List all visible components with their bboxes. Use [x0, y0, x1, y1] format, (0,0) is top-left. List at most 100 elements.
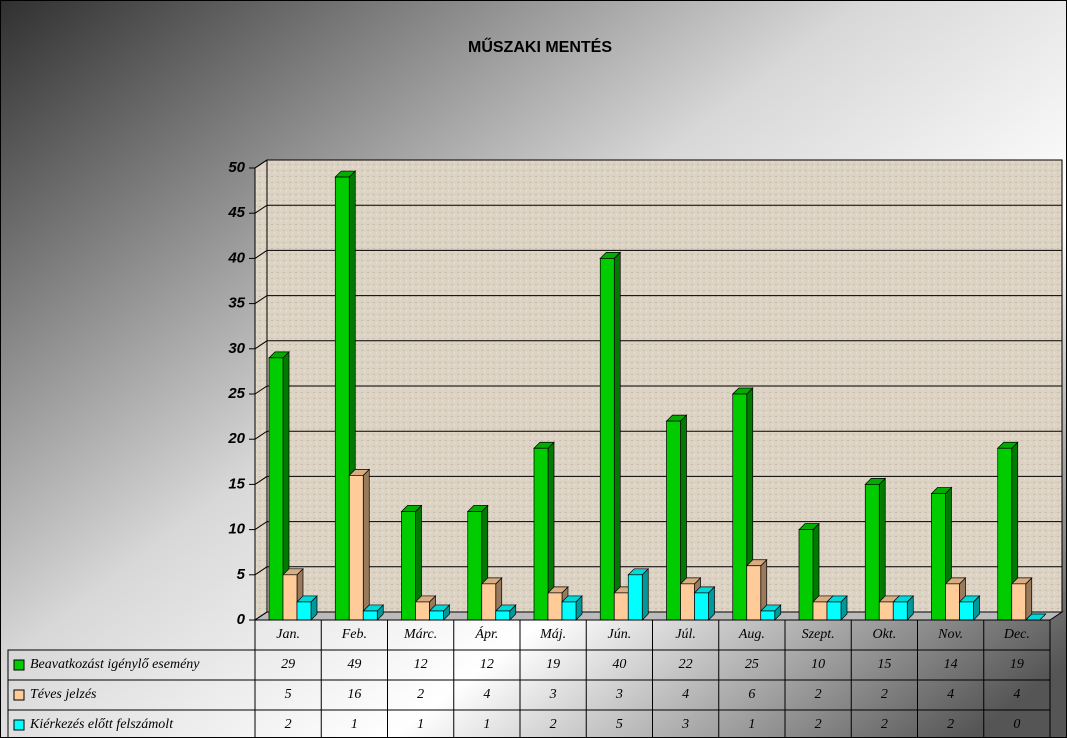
bar-face	[680, 583, 695, 621]
legend-label: Kiérkezés előtt felszámolt	[29, 717, 174, 732]
bar-face	[798, 529, 814, 621]
grid-line	[254, 295, 1062, 305]
bar-face	[362, 468, 370, 621]
bar-face	[282, 574, 298, 621]
bar-face	[296, 601, 312, 621]
y-tick-label: 25	[227, 385, 245, 402]
bar-face	[348, 475, 364, 621]
bar	[864, 477, 887, 621]
table-value: 2	[947, 717, 954, 732]
bar	[296, 595, 318, 621]
x-tick-label: Nov.	[937, 627, 963, 642]
table-value: 5	[616, 717, 623, 732]
grid-line	[254, 249, 1062, 259]
legend-label: Beavatkozást igénylő esemény	[30, 657, 200, 672]
bar-face	[760, 610, 776, 621]
table-value: 19	[546, 657, 560, 672]
bar	[693, 586, 716, 621]
grid-line	[254, 204, 1062, 214]
bar-face	[732, 393, 748, 621]
table-value: 29	[281, 657, 295, 672]
bar	[599, 251, 622, 621]
y-tick-label: 50	[228, 159, 245, 176]
bar-face	[362, 610, 378, 621]
bar-face	[467, 511, 483, 621]
bar-face	[641, 567, 649, 621]
legend-swatch	[13, 719, 25, 731]
x-tick-label: Okt.	[873, 627, 897, 642]
bar-face	[1011, 583, 1027, 621]
x-tick-label: Feb.	[341, 627, 367, 642]
table-value: 4	[1013, 687, 1020, 702]
bar-face	[878, 601, 894, 621]
bar	[428, 604, 451, 621]
table-value: 2	[815, 687, 822, 702]
table-value: 15	[877, 657, 891, 672]
bar-face	[613, 251, 621, 621]
bar-face	[268, 357, 284, 621]
x-tick-label: Aug.	[738, 627, 765, 642]
chart-title: MŰSZAKI MENTÉS	[468, 37, 612, 56]
x-tick-label: Júl.	[675, 627, 696, 642]
legend-swatch	[13, 689, 25, 701]
bar	[665, 414, 688, 621]
table-value: 4	[947, 687, 954, 702]
bar	[731, 387, 754, 621]
bar-face	[945, 583, 960, 621]
table-value: 2	[417, 687, 424, 702]
grid-line	[254, 611, 1062, 621]
table-value: 3	[681, 717, 689, 732]
bar-face	[864, 484, 880, 621]
bar	[268, 350, 290, 621]
table-value: 12	[480, 657, 494, 672]
table-value: 4	[483, 687, 490, 702]
table-value: 6	[748, 687, 755, 702]
bar	[362, 604, 385, 621]
table-value: 14	[944, 657, 958, 672]
table-value: 40	[612, 657, 626, 672]
table-value: 25	[745, 657, 759, 672]
grid-line	[254, 159, 1062, 169]
grid-line	[254, 430, 1062, 440]
y-tick-label: 0	[237, 611, 246, 628]
grid-line	[254, 475, 1062, 485]
bar-face	[997, 447, 1013, 621]
grid-line	[254, 521, 1062, 531]
bar	[1010, 576, 1033, 621]
table-value: 1	[748, 717, 755, 732]
x-tick-label: Jan.	[276, 627, 300, 642]
bar-face	[495, 610, 511, 621]
bar-face	[746, 565, 762, 621]
bar-face	[666, 420, 681, 621]
bar	[958, 595, 981, 621]
bar-face	[599, 258, 615, 621]
bar	[892, 595, 915, 621]
legend-label: Téves jelzés	[30, 687, 97, 702]
table-value: 2	[550, 717, 557, 732]
table-value: 12	[414, 657, 428, 672]
table-value: 3	[549, 687, 557, 702]
bar	[759, 604, 782, 621]
y-tick-label: 5	[237, 566, 246, 583]
bar-face	[613, 592, 629, 621]
grid-line	[254, 385, 1062, 395]
bar	[561, 595, 583, 621]
bar-face	[533, 447, 549, 621]
bar-face	[415, 601, 430, 621]
y-tick-label: 15	[228, 475, 245, 492]
grid-line	[254, 566, 1062, 576]
y-tick-label: 35	[228, 295, 245, 312]
table-value: 22	[679, 657, 693, 672]
table-value: 1	[351, 717, 358, 732]
bar	[745, 558, 768, 621]
bar-face	[429, 610, 444, 621]
table-value: 2	[815, 717, 822, 732]
table-value: 16	[347, 687, 361, 702]
table-value: 5	[285, 687, 292, 702]
table-value: 3	[615, 687, 623, 702]
table-value: 10	[811, 657, 825, 672]
y-tick-label: 20	[227, 430, 245, 447]
x-tick-label: Márc.	[403, 627, 437, 642]
bar-face	[1025, 576, 1033, 621]
table-value: 1	[483, 717, 490, 732]
